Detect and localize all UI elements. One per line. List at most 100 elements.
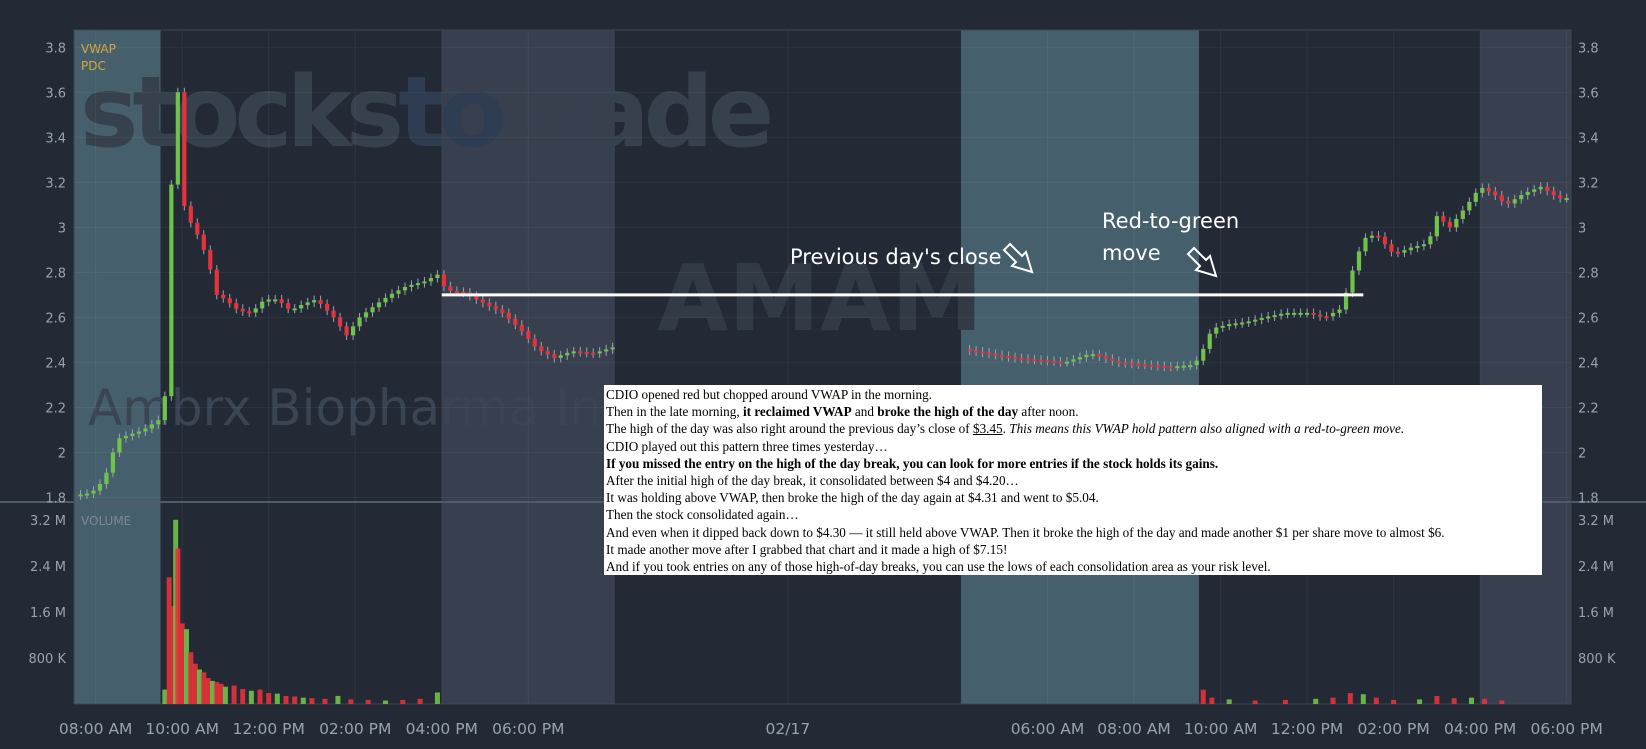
price-tick-label-left: 3.2 [45,176,66,191]
commentary-line: And if you took entries on any of those … [606,558,1540,575]
candle-body [312,300,317,303]
candle-body [350,326,356,336]
candle-body [1220,325,1225,328]
volume-bar [205,678,211,704]
commentary-segment: $3.45 [972,421,1003,437]
candle-body [973,350,979,353]
volume-label: VOLUME [81,514,131,528]
time-tick-label: 04:00 PM [406,720,478,738]
volume-bar [1417,699,1423,704]
commentary-segment: and [851,404,878,420]
candle-body [78,494,83,497]
candle-body [1207,333,1212,349]
candle-body [104,472,109,484]
candle-body [201,234,206,250]
candle-body [1279,313,1284,316]
candle-body [1460,210,1465,219]
candle-body [1175,366,1180,369]
candle-body [1545,186,1550,192]
candle-body [299,305,304,309]
candle-body [1155,365,1160,368]
candle-body [1071,359,1076,362]
volume-bar [348,699,354,704]
commentary-box: CDIO opened red but chopped around VWAP … [604,385,1542,575]
candle-body [1272,315,1277,318]
commentary-segment: CDIO opened red but chopped around VWAP … [606,387,932,402]
price-tick-label-left: 3.8 [45,41,66,56]
candle-body [1395,251,1401,254]
price-tick-label-left: 3.6 [45,86,66,101]
volume-bar [1226,699,1232,704]
candle-body [539,346,544,352]
price-tick-label-left: 3.4 [45,131,66,146]
volume-bar [222,686,228,704]
volume-bar [1499,700,1505,704]
volume-bar [196,669,202,704]
commentary-segment: . [1002,421,1010,437]
price-tick-label-right: 2.6 [1578,311,1599,326]
candle-body [1311,312,1316,315]
commentary-segment: It made another move after I grabbed tha… [606,541,1008,557]
candle-body [1519,194,1524,200]
candles [78,87,1569,500]
commentary-line: If you missed the entry on the high of t… [606,455,1540,472]
candle-body [357,317,362,327]
volume-bar [322,698,328,704]
candle-body [175,92,180,185]
commentary-line: It made another move after I grabbed tha… [606,541,1540,558]
candle-body [156,420,161,425]
candle-body [84,493,90,496]
candle-body [1116,360,1121,363]
candle-body [370,307,375,313]
volume-bar [1391,699,1397,704]
commentary-segment: broke the high of the day [877,404,1019,420]
session-shading [74,30,1571,704]
candle-body [578,351,583,354]
candle-body [91,490,96,494]
candle-body [454,290,460,293]
candle-body [461,291,466,294]
candle-body [474,296,479,300]
candle-body [565,352,570,356]
commentary-line: It was holding above VWAP, then broke th… [606,489,1540,506]
candle-body [130,433,135,436]
brand-watermark-part1: stocks [80,56,400,170]
candle-body [558,355,563,358]
candle-body [1532,189,1537,192]
candle-body [337,317,343,327]
candle-body [435,274,440,279]
afterhours-session [1480,30,1571,704]
candle-body [1058,361,1063,364]
volume-tick-label-right: 2.4 M [1578,560,1614,575]
candle-body [1499,195,1504,202]
candle-body [1369,235,1375,238]
time-tick-label: 06:00 PM [1531,720,1603,738]
brand-watermark-part3: trade [500,56,769,170]
ticker-watermark: AMAM [657,245,983,352]
price-tick-label-left: 2 [58,446,66,461]
commentary-segment: And if you took entries on any of those … [606,559,1271,575]
commentary-segment: It was holding above VWAP, then broke th… [606,490,1099,506]
candle-body [1441,216,1446,222]
candle-body [986,352,992,355]
candle-body [97,483,103,491]
volume-tick-label-right: 3.2 M [1578,514,1614,529]
commentary-segment: If you missed the entry on the high of t… [606,455,1219,471]
volume-bars [162,519,1505,704]
candle-body [240,308,245,312]
candle-body [1285,312,1290,315]
price-tick-label-right: 3.2 [1578,176,1599,191]
volume-bar [266,693,272,704]
candle-body [1506,201,1511,204]
candle-body [123,435,129,439]
candle-body [1512,199,1517,204]
volume-tick-label-left: 3.2 M [30,514,66,529]
time-tick-label: 06:00 PM [492,720,564,738]
time-tick-label: 02:00 PM [319,720,391,738]
candle-body [247,311,252,314]
candle-body [1493,191,1498,196]
volume-bar [1468,697,1474,704]
candle-body [1045,360,1050,363]
candle-body [1304,312,1310,315]
